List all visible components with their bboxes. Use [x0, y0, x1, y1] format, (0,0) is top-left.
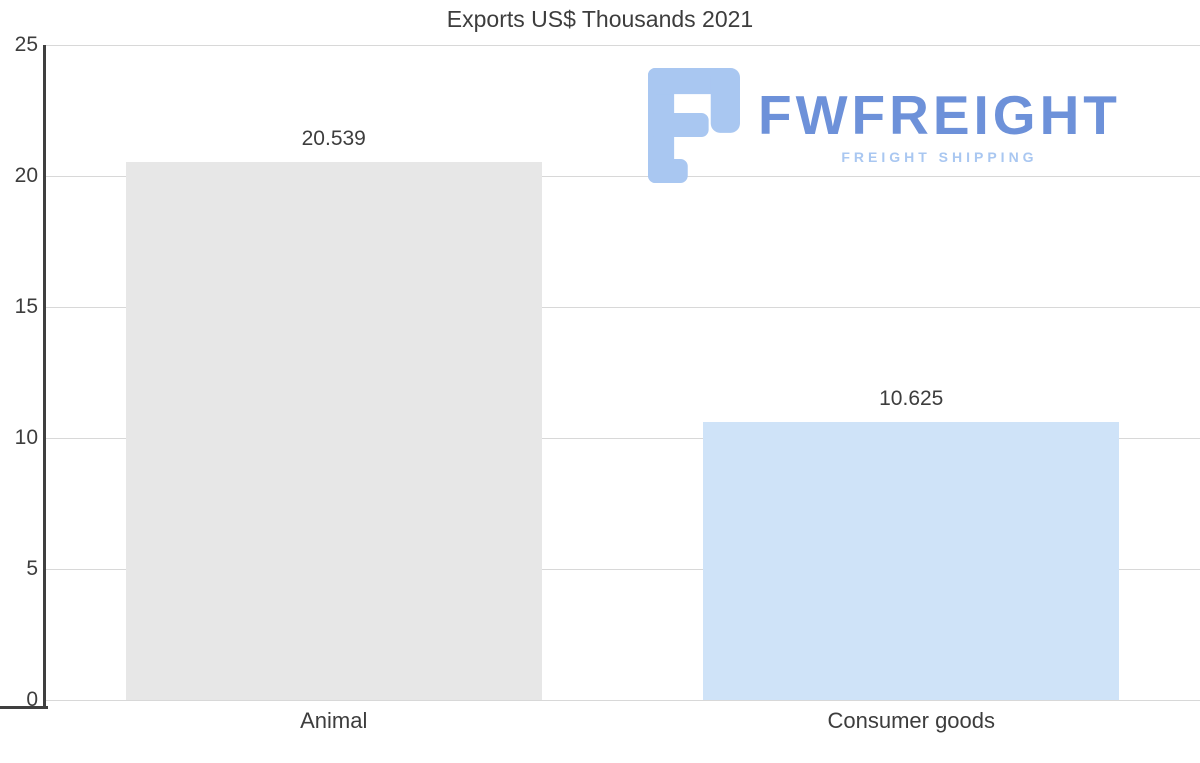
y-tick-label-25: 25: [14, 33, 38, 56]
logo-subtitle: FREIGHT SHIPPING: [841, 149, 1038, 165]
x-category-label-consumer-goods: Consumer goods: [827, 708, 996, 733]
gridline-15: [45, 307, 1200, 308]
logo-text-block: FWFREIGHT FREIGHT SHIPPING: [758, 84, 1121, 166]
gridline-10: [45, 438, 1200, 439]
chart-title: Exports US$ Thousands 2021: [446, 6, 754, 32]
y-tick-label-15: 15: [14, 295, 38, 318]
y-axis-line: [43, 45, 46, 709]
gridline-5: [45, 569, 1200, 570]
y-tick-label-5: 5: [26, 557, 38, 580]
gridline-25: [45, 45, 1200, 46]
bar-value-animal: 20.539: [301, 126, 366, 150]
fwfreight-f-icon: [648, 68, 740, 183]
y-tick-label-20: 20: [14, 164, 38, 187]
bar-consumer-goods: [703, 421, 1120, 700]
bar-value-consumer-goods: 10.625: [879, 386, 944, 410]
gridline-0: [45, 700, 1200, 701]
bar-animal: [125, 161, 542, 700]
x-category-label-animal: Animal: [300, 708, 368, 733]
y-tick-label-10: 10: [14, 426, 38, 449]
x-axis-tick: [0, 706, 48, 709]
y-tick-label-0: 0: [26, 688, 38, 711]
logo-title: FWFREIGHT: [758, 84, 1121, 146]
fwfreight-logo: FWFREIGHT FREIGHT SHIPPING: [648, 68, 1121, 183]
gridline-20: [45, 176, 1200, 177]
